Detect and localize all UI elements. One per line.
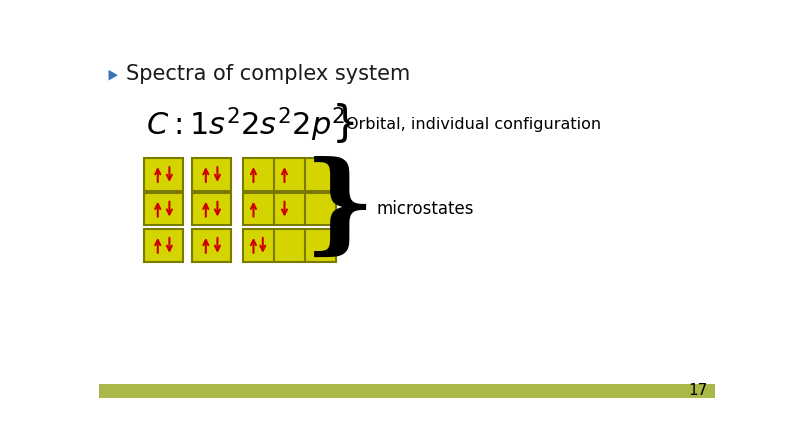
Text: }: } xyxy=(304,156,376,263)
Text: microstates: microstates xyxy=(376,200,474,218)
Bar xyxy=(145,229,183,261)
Bar xyxy=(145,158,183,191)
Text: Orbital, individual configuration: Orbital, individual configuration xyxy=(345,117,601,132)
Text: 17: 17 xyxy=(688,384,707,398)
Bar xyxy=(192,193,231,225)
Text: }: } xyxy=(332,103,358,145)
Text: Spectra of complex system: Spectra of complex system xyxy=(125,64,410,84)
Bar xyxy=(243,158,336,191)
Text: $C:1s^2 2s^2 2p^2$: $C:1s^2 2s^2 2p^2$ xyxy=(146,105,345,144)
Bar xyxy=(99,384,715,398)
Bar xyxy=(145,193,183,225)
Bar xyxy=(243,229,336,261)
Bar xyxy=(192,229,231,261)
Polygon shape xyxy=(109,70,118,80)
Bar xyxy=(192,158,231,191)
Bar xyxy=(243,193,336,225)
